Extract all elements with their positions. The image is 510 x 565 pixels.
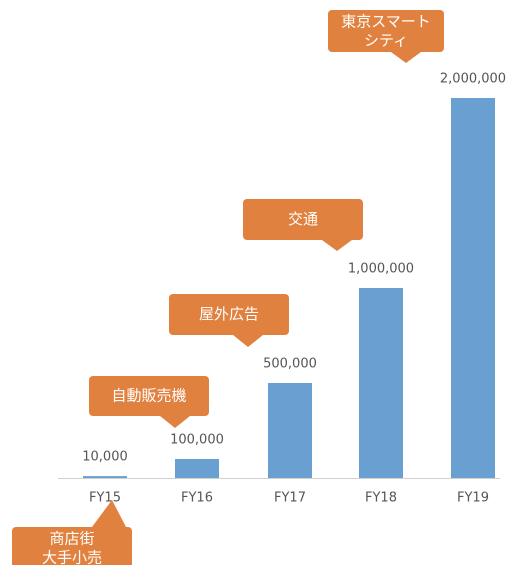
callout-text: シティ <box>364 32 408 50</box>
callout-pointer <box>391 52 421 63</box>
x-tick-label: FY17 <box>274 491 306 506</box>
callout-box <box>12 527 132 565</box>
callout-pointer <box>160 416 190 428</box>
value-label: 500,000 <box>263 357 317 372</box>
x-tick-label: FY19 <box>457 491 489 506</box>
x-tick-label: FY18 <box>365 491 397 506</box>
callout-pointer <box>322 240 352 251</box>
callout-text: 自動販売機 <box>111 387 186 405</box>
callout-box <box>89 376 209 416</box>
x-tick-label: FY16 <box>181 491 213 506</box>
bar <box>268 383 312 478</box>
x-tick-label: FY15 <box>89 491 121 506</box>
callout-box <box>243 199 363 240</box>
callout-text: 大手小売 <box>42 549 102 565</box>
callout-pointer <box>233 335 263 347</box>
callout-box <box>328 10 444 52</box>
callout-text: 屋外広告 <box>199 305 259 323</box>
bar <box>83 476 127 478</box>
callout-text: 東京スマート <box>341 13 431 31</box>
bar <box>359 288 403 478</box>
value-label: 1,000,000 <box>348 262 414 277</box>
callout-pointer <box>92 500 126 527</box>
callout-text: 商店街 <box>49 530 94 548</box>
bar <box>451 98 495 478</box>
callout-text: 交通 <box>288 210 318 228</box>
value-label: 10,000 <box>82 450 128 465</box>
value-label: 100,000 <box>170 433 224 448</box>
bar <box>175 459 219 478</box>
value-label: 2,000,000 <box>440 72 506 87</box>
callout-box <box>169 294 289 335</box>
